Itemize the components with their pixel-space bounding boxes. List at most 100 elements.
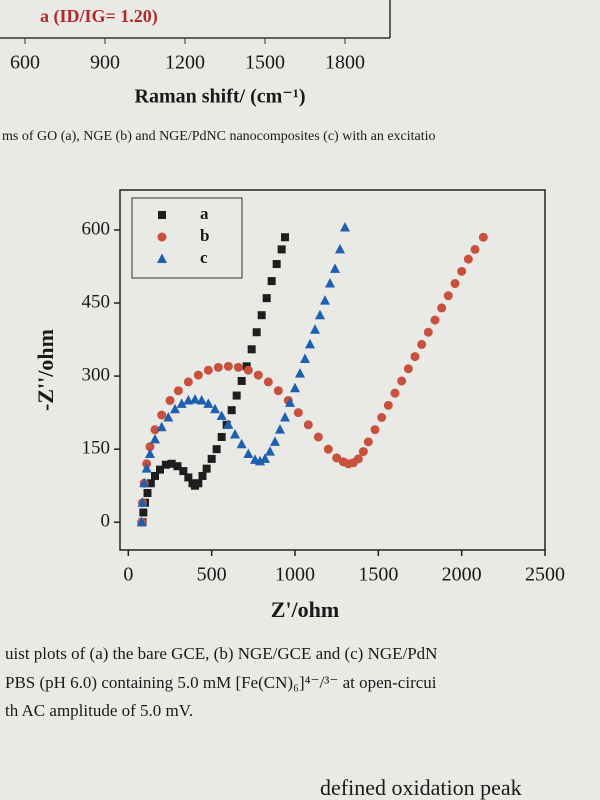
square-marker [277, 245, 286, 254]
triangle-marker [163, 411, 174, 422]
circle-marker [223, 361, 233, 371]
triangle-marker [145, 448, 155, 459]
square-marker [267, 277, 276, 286]
triangle-marker [280, 411, 290, 422]
caption-line: uist plots of (a) the bare GCE, (b) NGE/… [5, 644, 437, 663]
caption-line: th AC amplitude of 5.0 mV. [5, 701, 193, 720]
y-tick-label: 600 [82, 218, 111, 239]
circle-marker [323, 444, 333, 454]
circle-marker [165, 395, 175, 405]
circle-marker [273, 386, 283, 396]
triangle-marker [190, 393, 200, 404]
triangle-marker [210, 403, 220, 414]
raman-tick-label: 1800 [325, 52, 365, 74]
square-marker [247, 345, 256, 354]
triangle-marker [141, 463, 152, 473]
triangle-marker [196, 394, 207, 405]
square-marker [252, 328, 261, 337]
raman-tick-label: 1200 [165, 52, 205, 74]
circle-marker [410, 352, 420, 362]
caption-line: PBS (pH 6.0) containing 5.0 mM [Fe(CN)₆]… [5, 673, 437, 692]
circle-marker [150, 425, 160, 435]
circle-marker [253, 370, 263, 380]
square-marker [184, 473, 193, 482]
circle-marker [397, 376, 407, 386]
triangle-marker [230, 429, 240, 439]
triangle-marker [243, 448, 254, 459]
square-marker [212, 445, 221, 454]
square-marker [232, 391, 241, 400]
circle-marker [173, 386, 183, 396]
triangle-marker [330, 263, 340, 273]
circle-marker [363, 437, 373, 447]
square-marker [151, 471, 159, 480]
triangle-marker [295, 368, 305, 378]
legend-box [131, 197, 243, 279]
circle-marker [157, 410, 167, 420]
triangle-marker [300, 353, 310, 364]
circle-marker [470, 244, 480, 254]
triangle-marker [157, 253, 167, 263]
circle-marker [263, 377, 273, 387]
square-marker [194, 479, 203, 488]
circle-marker [463, 254, 473, 264]
triangle-marker [310, 324, 320, 334]
x-axis-label: Z'/ohm [271, 597, 339, 622]
raman-tick-label: 600 [10, 52, 40, 74]
triangle-marker [176, 398, 187, 408]
raman-tick-label: 1500 [245, 52, 285, 74]
square-marker [139, 508, 148, 517]
circle-marker [390, 388, 400, 398]
square-marker [272, 260, 281, 269]
circle-marker [443, 291, 453, 301]
circle-marker [450, 279, 460, 289]
circle-marker [293, 408, 303, 418]
square-marker [207, 454, 216, 463]
triangle-marker [265, 446, 275, 456]
triangle-marker [340, 222, 350, 232]
circle-marker [233, 362, 243, 372]
square-marker [202, 464, 211, 473]
triangle-marker [150, 433, 160, 444]
triangle-marker [260, 453, 270, 463]
triangle-marker [285, 397, 295, 407]
y-axis-label: -Z''/ohm [33, 329, 58, 411]
triangle-marker [139, 477, 150, 488]
triangle-marker [216, 410, 227, 421]
circle-marker [157, 232, 167, 242]
triangle-marker [290, 382, 300, 393]
square-marker [198, 471, 207, 480]
square-marker [179, 467, 188, 476]
circle-marker [377, 412, 387, 422]
y-tick-label: 0 [101, 511, 111, 532]
square-marker [158, 211, 166, 219]
triangle-marker [223, 419, 234, 429]
circle-marker [417, 339, 427, 349]
square-marker [156, 465, 164, 474]
x-tick-label: 2500 [525, 564, 565, 586]
y-tick-label: 450 [82, 291, 111, 312]
circle-marker [370, 425, 380, 435]
square-marker [143, 489, 152, 498]
raman-annotation: a (ID/IG= 1.20) [40, 6, 158, 27]
triangle-marker [170, 403, 180, 414]
circle-marker [193, 370, 203, 380]
x-tick-label: 1000 [275, 564, 315, 586]
circle-marker [303, 420, 313, 430]
circle-marker [430, 315, 440, 325]
y-tick-label: 150 [82, 438, 111, 459]
y-tick-label: 300 [82, 364, 111, 385]
circle-marker [213, 362, 223, 372]
triangle-marker [156, 421, 167, 432]
triangle-marker [270, 436, 280, 446]
square-marker [257, 311, 266, 320]
plot-frame [119, 189, 546, 551]
circle-marker [437, 303, 447, 313]
x-tick-label: 500 [197, 564, 227, 586]
circle-marker [145, 442, 155, 452]
body-text: defined oxidation peak [320, 775, 522, 800]
circle-marker [203, 365, 213, 375]
caption-top: ms of GO (a), NGE (b) and NGE/PdNC nanoc… [2, 129, 436, 144]
